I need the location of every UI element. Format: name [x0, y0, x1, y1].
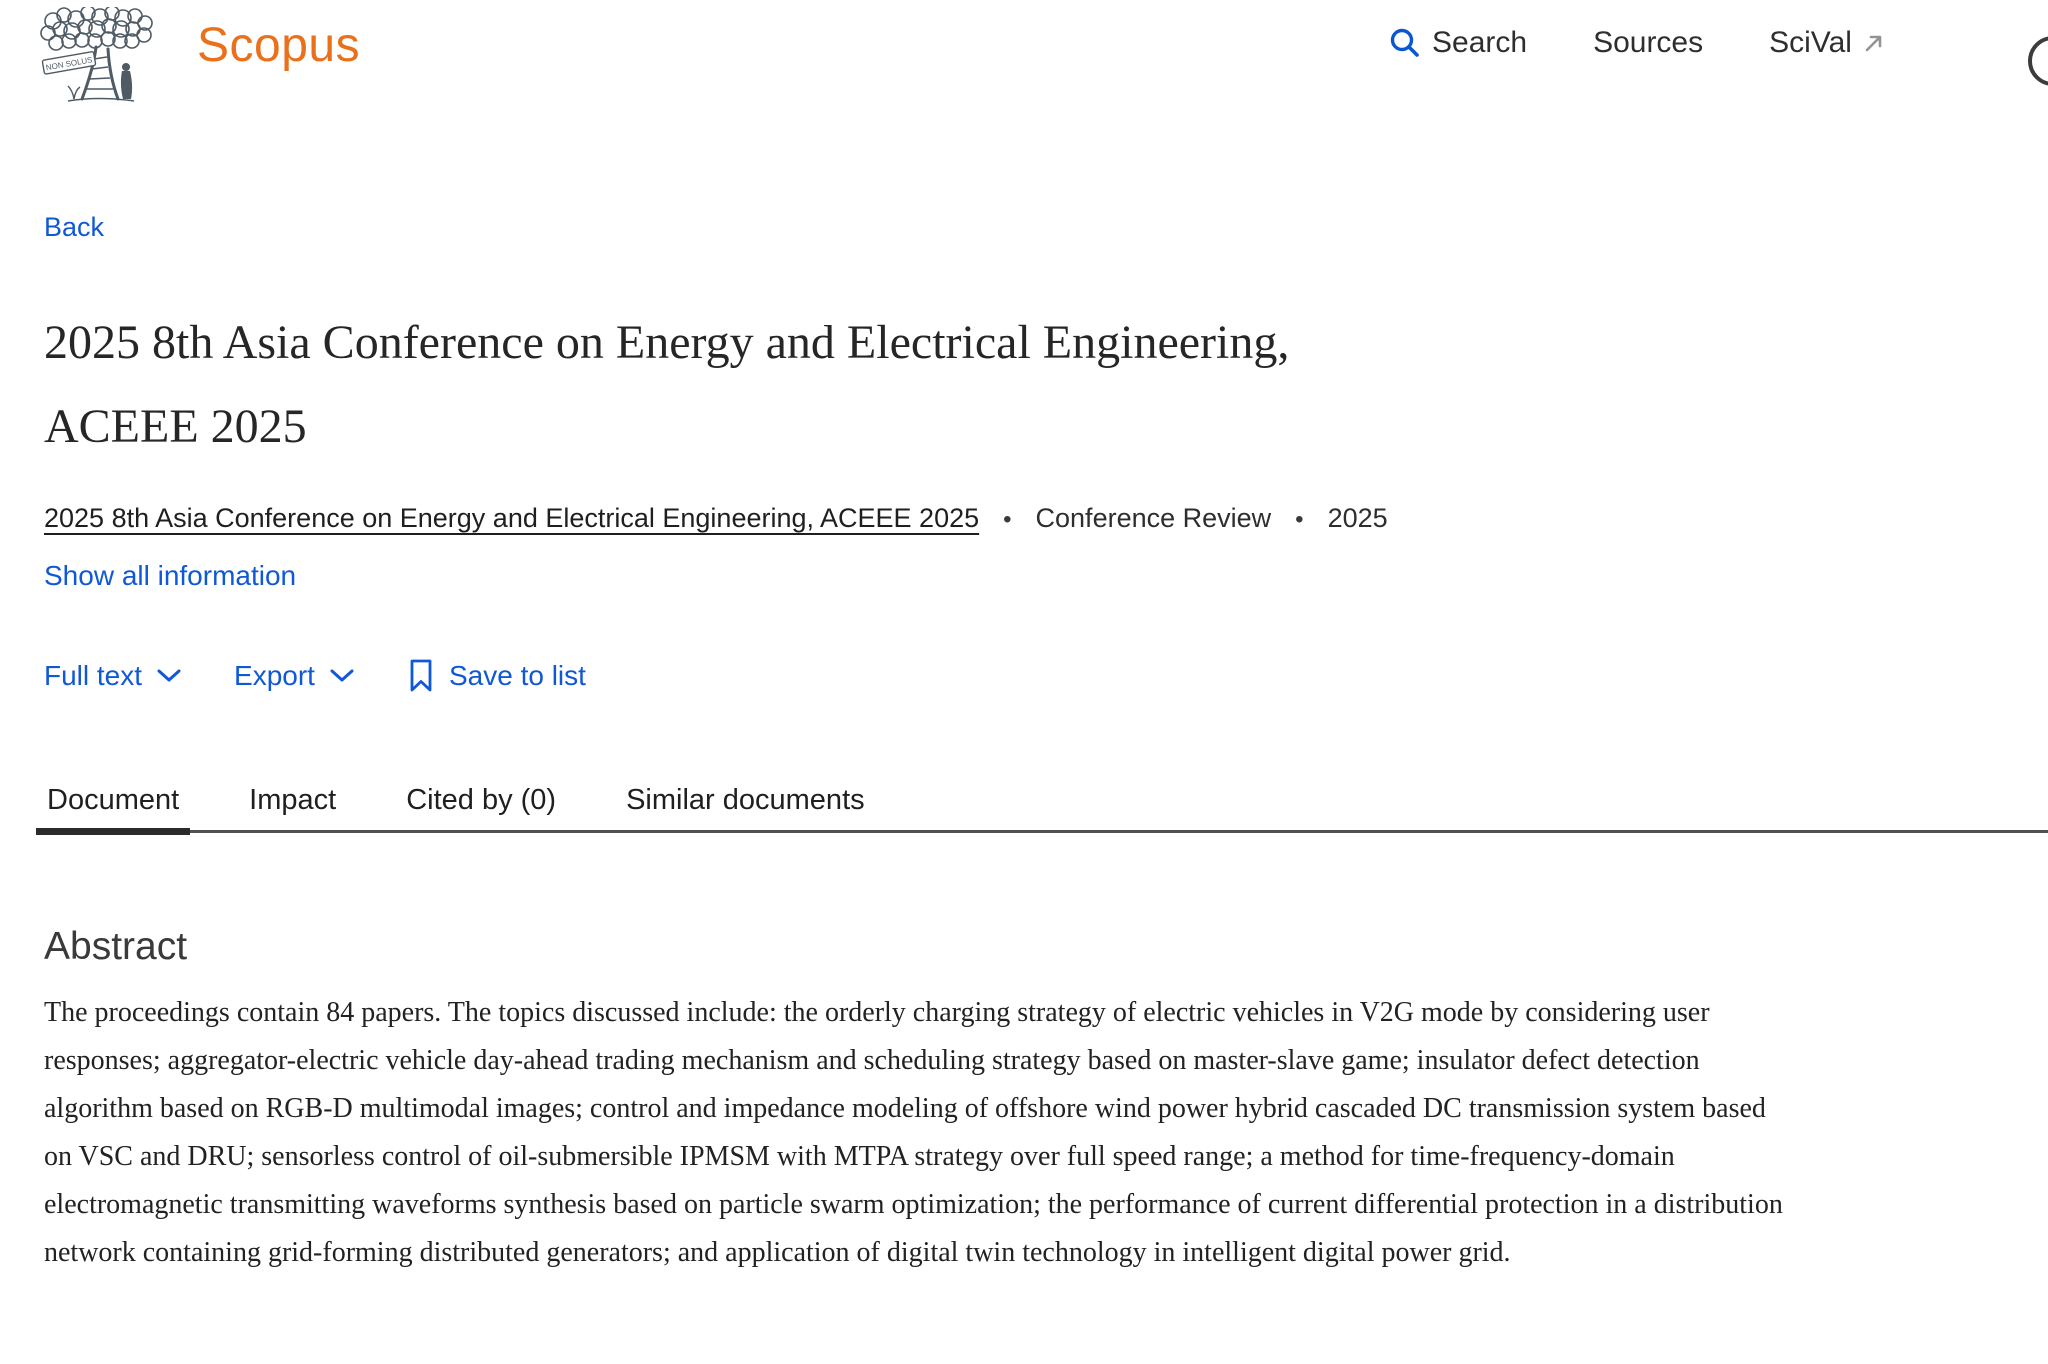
- separator-dot: •: [1003, 506, 1012, 533]
- export-button[interactable]: Export: [234, 660, 355, 692]
- chevron-down-icon: [330, 669, 354, 682]
- back-link[interactable]: Back: [44, 212, 105, 242]
- tab-document-label: Document: [47, 784, 180, 816]
- tab-cited-by-label: Cited by (0): [406, 784, 557, 816]
- save-to-list-button[interactable]: Save to list: [407, 658, 586, 694]
- nav-search-label: Search: [1432, 26, 1528, 59]
- top-header: NON SOLUS Scopus Search Sources SciVal: [0, 0, 2048, 110]
- nav-sources-label: Sources: [1593, 26, 1704, 59]
- tab-cited-by[interactable]: Cited by (0): [403, 784, 559, 830]
- document-meta-row: 2025 8th Asia Conference on Energy and E…: [44, 503, 2048, 534]
- nav-scival-label: SciVal: [1769, 26, 1852, 59]
- show-all-information-link[interactable]: Show all information: [44, 560, 297, 591]
- search-icon: [1390, 28, 1419, 57]
- document-year: 2025: [1327, 503, 1388, 533]
- source-title-link[interactable]: 2025 8th Asia Conference on Energy and E…: [44, 503, 980, 533]
- nav-scival[interactable]: SciVal: [1769, 26, 1886, 60]
- tab-similar-documents[interactable]: Similar documents: [623, 784, 868, 830]
- external-link-icon: [1865, 35, 1882, 52]
- top-navigation: Search Sources SciVal: [1388, 26, 1886, 60]
- abstract-heading: Abstract: [44, 925, 188, 968]
- separator-dot: •: [1295, 506, 1304, 533]
- tab-impact-label: Impact: [249, 784, 337, 816]
- help-icon[interactable]: [2028, 36, 2048, 86]
- nav-search[interactable]: Search: [1388, 26, 1527, 60]
- tab-impact[interactable]: Impact: [246, 784, 339, 830]
- scopus-wordmark: Scopus: [197, 19, 361, 72]
- full-text-label: Full text: [44, 660, 143, 691]
- save-to-list-label: Save to list: [448, 660, 586, 691]
- document-tabs: Document Impact Cited by (0) Similar doc…: [36, 784, 2048, 835]
- full-text-button[interactable]: Full text: [44, 660, 182, 692]
- export-label: Export: [234, 660, 315, 691]
- elsevier-tree-icon: NON SOLUS: [40, 7, 153, 102]
- bookmark-icon: [410, 659, 432, 692]
- tab-similar-documents-label: Similar documents: [626, 784, 865, 816]
- elsevier-tree-logo: NON SOLUS: [38, 7, 158, 105]
- abstract-text: The proceedings contain 84 papers. The t…: [44, 997, 1783, 1268]
- action-toolbar: Full text Export Save to list: [44, 658, 2048, 694]
- document-type: Conference Review: [1035, 503, 1272, 533]
- nav-sources[interactable]: Sources: [1593, 26, 1703, 60]
- page-title: 2025 8th Asia Conference on Energy and E…: [44, 316, 1290, 453]
- active-tab-indicator: [36, 828, 191, 835]
- chevron-down-icon: [157, 669, 181, 682]
- tab-document[interactable]: Document: [36, 784, 191, 835]
